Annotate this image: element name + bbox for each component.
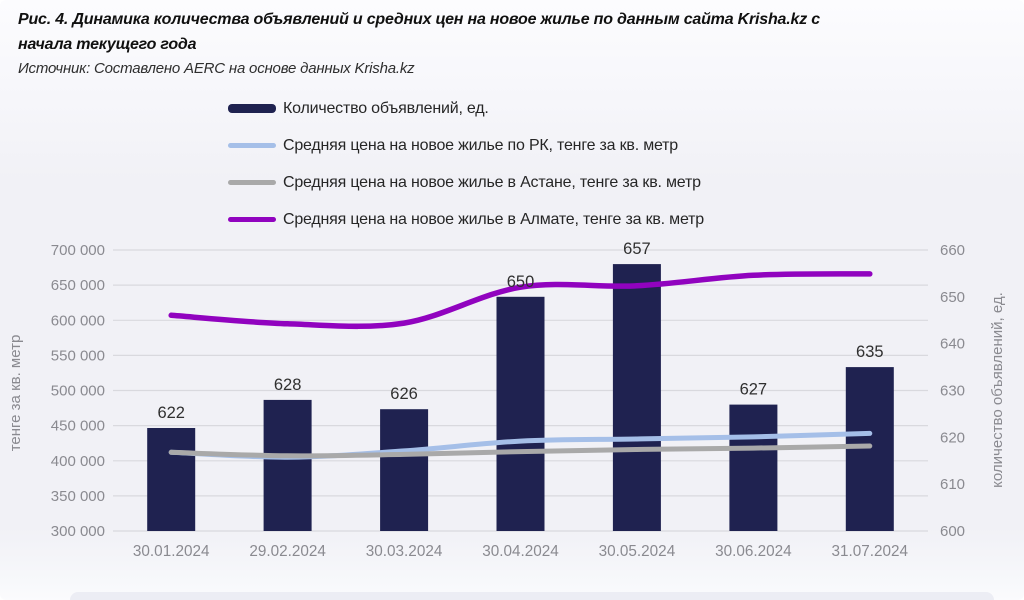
left-axis-tick-label: 450 000 [51, 418, 105, 435]
bar-30.06.2024 [729, 404, 778, 531]
right-axis-tick-label: 620 [940, 429, 965, 446]
bar-value-label: 627 [740, 381, 768, 399]
legend-swatch-ads-count [228, 104, 276, 113]
bar-value-label: 657 [623, 240, 651, 258]
left-axis-tick-label: 700 000 [51, 242, 105, 259]
left-axis-tick-label: 650 000 [51, 277, 105, 294]
bar-value-label: 628 [274, 376, 302, 394]
right-axis-tick-label: 600 [940, 523, 965, 540]
x-axis-tick-label: 30.05.2024 [599, 543, 676, 560]
right-axis-tick-label: 660 [940, 242, 965, 259]
left-axis-tick-label: 500 000 [51, 383, 105, 400]
left-axis-tick-label: 550 000 [51, 347, 105, 364]
right-axis-tick-label: 650 [940, 289, 965, 306]
left-axis-tick-label: 400 000 [51, 453, 105, 470]
x-axis-tick-label: 30.01.2024 [133, 543, 210, 560]
bar-29.02.2024 [263, 399, 312, 531]
right-axis-tick-label: 630 [940, 383, 965, 400]
x-axis-tick-label: 30.06.2024 [715, 543, 792, 560]
chart-legend: Количество объявлений, ед. Средняя цена н… [228, 90, 704, 238]
legend-item-price-astana: Средняя цена на новое жилье в Астане, те… [228, 164, 704, 201]
legend-label-ads-count: Количество объявлений, ед. [283, 99, 489, 117]
right-axis-tick-label: 610 [940, 476, 965, 493]
legend-label-price-astana: Средняя цена на новое жилье в Астане, те… [283, 173, 701, 191]
figure-header: Рис. 4. Динамика количества объявлений и… [18, 8, 858, 77]
bar-30.04.2024 [496, 296, 545, 531]
figure-source: Источник: Составлено AERC на основе данн… [18, 59, 415, 77]
legend-item-price-rk: Средняя цена на новое жилье по РК, тенге… [228, 127, 704, 164]
left-axis-tick-label: 350 000 [51, 488, 105, 505]
bar-value-label: 622 [157, 404, 185, 422]
left-axis-tick-label: 600 000 [51, 312, 105, 329]
bar-31.07.2024 [845, 367, 894, 531]
line-price-almaty [168, 271, 873, 330]
legend-swatch-price-almaty [228, 216, 276, 223]
bar-30.05.2024 [612, 264, 661, 531]
x-axis-tick-label: 31.07.2024 [832, 543, 909, 560]
left-axis-tick-label: 300 000 [51, 523, 105, 540]
legend-label-price-almaty: Средняя цена на новое жилье в Алмате, те… [283, 210, 704, 228]
bar-30.01.2024 [147, 428, 196, 531]
legend-swatch-price-rk [228, 142, 276, 149]
right-axis-title: количество объявлений, ед. [989, 292, 1006, 488]
bar-30.03.2024 [380, 409, 429, 531]
x-axis-tick-label: 29.02.2024 [249, 543, 326, 560]
bottom-edge-strip [70, 592, 994, 600]
x-axis-tick-label: 30.03.2024 [366, 543, 443, 560]
right-axis-tick-label: 640 [940, 336, 965, 353]
line-price-astana [168, 443, 873, 459]
bar-value-label: 650 [507, 273, 535, 291]
legend-item-ads-count: Количество объявлений, ед. [228, 90, 704, 127]
legend-swatch-price-astana [228, 179, 276, 186]
bar-value-label: 635 [856, 343, 884, 361]
left-axis-title: тенге за кв. метр [7, 335, 24, 452]
legend-item-price-almaty: Средняя цена на новое жилье в Алмате, те… [228, 201, 704, 238]
legend-label-price-rk: Средняя цена на новое жилье по РК, тенге… [283, 136, 679, 154]
x-axis-tick-label: 30.04.2024 [482, 543, 559, 560]
bar-value-label: 626 [390, 385, 418, 403]
figure-title: Рис. 4. Динамика количества объявлений и… [18, 11, 820, 53]
